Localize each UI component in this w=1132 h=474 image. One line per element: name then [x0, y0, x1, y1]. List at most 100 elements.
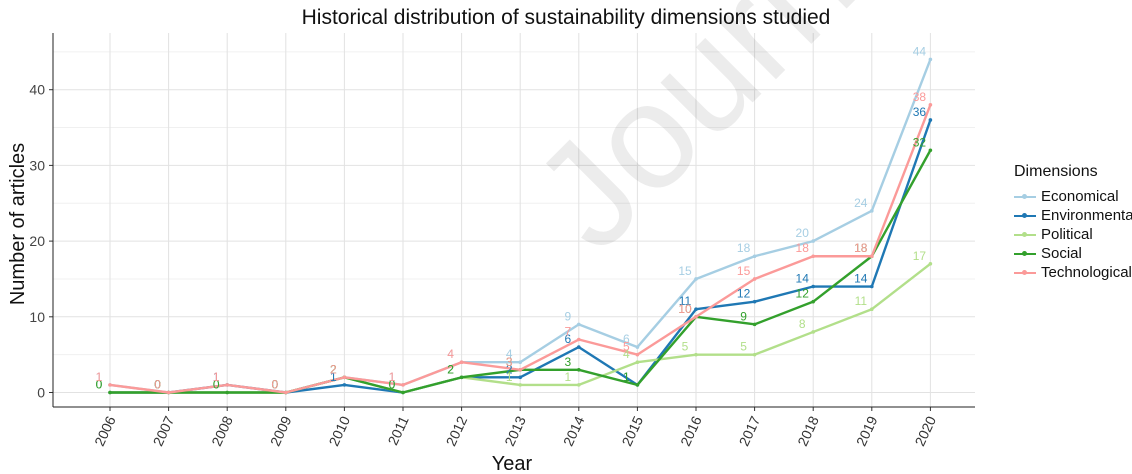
legend-item-environmental: Environmental: [1014, 206, 1132, 225]
data-point-economical: [577, 322, 581, 327]
data-point-social: [225, 390, 229, 395]
legend-item-economical: Economical: [1014, 187, 1132, 206]
data-point-technological: [518, 367, 522, 372]
legend-key-technological: [1014, 268, 1036, 278]
data-label-technological: 1: [213, 370, 220, 384]
data-label-political: 5: [682, 340, 689, 354]
data-label-social: 0: [213, 378, 220, 392]
x-tick-label: 2007: [150, 413, 178, 448]
data-label-environmental: 14: [796, 272, 810, 286]
data-point-social: [928, 148, 933, 153]
data-label-environmental: 6: [564, 332, 571, 346]
data-label-environmental: 14: [854, 272, 868, 286]
data-label-technological: 38: [913, 90, 927, 104]
data-point-technological: [284, 390, 288, 395]
x-tick-label: 2012: [443, 413, 471, 448]
data-point-technological: [342, 375, 347, 380]
data-label-social: 3: [506, 355, 513, 369]
data-point-social: [811, 299, 815, 304]
data-point-economical: [518, 360, 522, 365]
x-tick-label: 2013: [501, 413, 529, 448]
data-label-political: 0: [154, 378, 161, 392]
data-point-economical: [811, 239, 815, 243]
data-label-political: 11: [855, 294, 868, 308]
data-label-social: 9: [740, 309, 747, 323]
data-point-political: [577, 383, 581, 387]
data-point-environmental: [342, 383, 347, 387]
data-label-economical: 1: [389, 370, 396, 384]
legend-key-social: [1014, 249, 1036, 259]
x-tick-label: 2016: [677, 413, 705, 448]
data-label-political: 8: [799, 317, 806, 331]
data-label-technological: 15: [737, 264, 751, 278]
legend-label-political: Political: [1041, 226, 1093, 243]
data-label-economical: 0: [213, 378, 220, 392]
data-point-technological: [811, 254, 815, 259]
data-label-political: 0: [96, 378, 103, 392]
data-point-technological: [928, 103, 933, 107]
x-axis-label: Year: [492, 453, 533, 474]
y-axis-label: Number of articles: [7, 143, 29, 305]
data-label-technological: 10: [678, 302, 692, 316]
x-tick-label: 2018: [794, 413, 822, 448]
legend-key-economical: [1014, 192, 1036, 202]
data-label-social: 0: [389, 378, 396, 392]
data-label-economical: 24: [854, 196, 868, 210]
data-point-social: [752, 322, 757, 327]
data-label-environmental: 11: [679, 294, 692, 308]
legend-title: Dimensions: [1014, 163, 1098, 180]
data-point-technological: [459, 360, 464, 365]
data-label-environmental: 2: [506, 362, 513, 376]
data-label-environmental: 1: [623, 370, 630, 384]
data-label-environmental: 36: [913, 105, 927, 119]
data-label-economical: 15: [678, 264, 692, 278]
data-point-environmental: [928, 118, 933, 122]
data-label-environmental: 0: [154, 378, 161, 392]
data-label-social: 3: [564, 355, 571, 369]
x-tick-label: 2011: [384, 413, 411, 447]
data-point-environmental: [518, 375, 522, 380]
data-point-technological: [225, 383, 229, 387]
data-point-environmental: [752, 299, 757, 304]
data-point-social: [577, 367, 581, 372]
legend-key-political: [1014, 230, 1036, 240]
data-point-technological: [635, 352, 640, 357]
x-tick-label: 2010: [325, 413, 353, 448]
data-point-economical: [635, 345, 640, 349]
chart-title: Historical distribution of sustainabilit…: [301, 6, 831, 29]
data-label-technological: 4: [447, 347, 454, 361]
data-label-economical: 0: [271, 378, 278, 392]
data-point-political: [518, 383, 522, 387]
data-label-environmental: 12: [737, 287, 751, 301]
y-tick-label: 30: [29, 157, 45, 173]
legend-label-social: Social: [1041, 245, 1082, 262]
data-label-political: 2: [330, 362, 337, 376]
data-point-technological: [401, 383, 405, 387]
data-label-technological: 3: [506, 355, 513, 369]
legend: Dimensions Economical Environmental Politi…: [1014, 163, 1132, 282]
legend-item-political: Political: [1014, 225, 1132, 244]
data-point-economical: [752, 254, 757, 259]
data-label-economical: 44: [913, 44, 927, 58]
data-point-technological: [108, 383, 112, 387]
data-point-social: [108, 390, 112, 395]
x-tick-label: 2019: [853, 413, 881, 448]
data-label-social: 32: [913, 135, 927, 149]
data-label-environmental: 0: [271, 378, 278, 392]
legend-label-economical: Economical: [1041, 188, 1119, 205]
data-point-environmental: [870, 284, 874, 289]
data-point-political: [928, 262, 933, 266]
data-point-environmental: [694, 307, 698, 312]
data-point-environmental: [577, 345, 581, 349]
data-label-political: 17: [913, 249, 927, 263]
data-point-economical: [694, 277, 698, 281]
data-point-technological: [166, 390, 171, 395]
data-label-economical: 9: [564, 309, 571, 323]
data-label-social: 2: [447, 362, 454, 376]
series-lines: [108, 57, 933, 395]
data-point-social: [635, 383, 640, 387]
data-label-social: 18: [854, 241, 868, 255]
data-point-technological: [694, 315, 698, 319]
x-tick-label: 2008: [208, 413, 236, 448]
